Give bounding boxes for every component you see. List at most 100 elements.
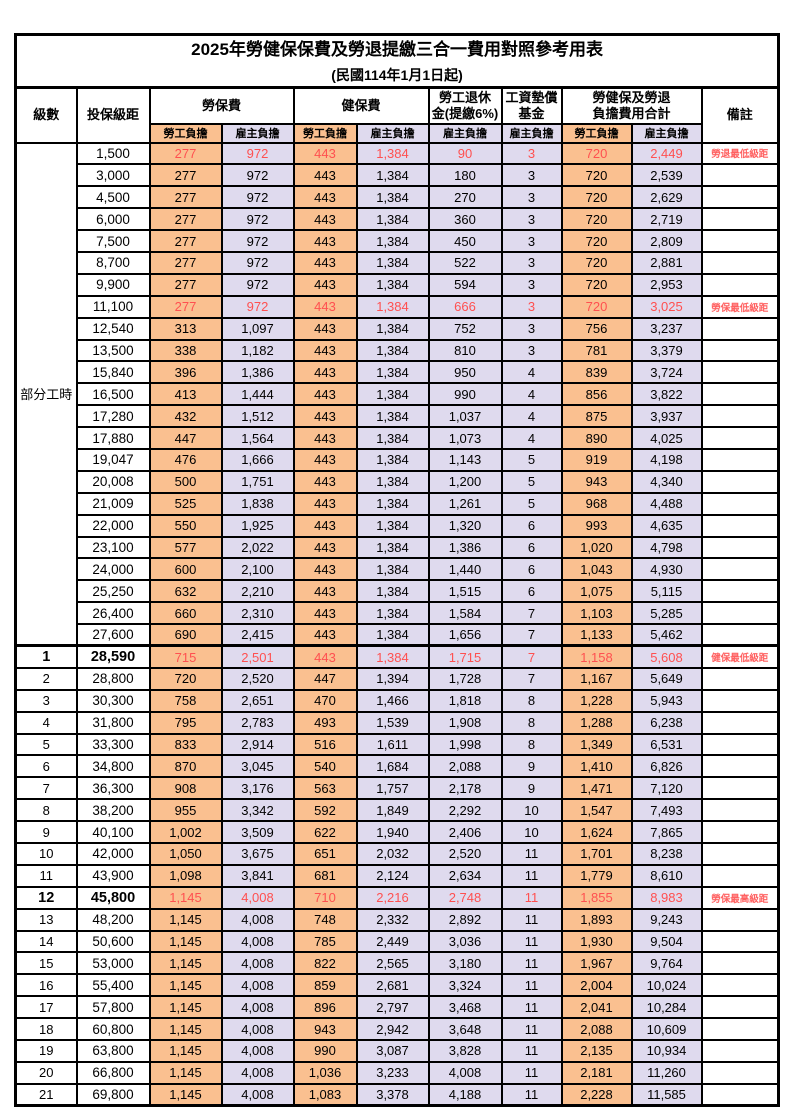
fee-cell: 2,914 [220,732,295,757]
fee-cell: 1,394 [355,666,430,691]
subheader-total-employer: 雇主負擔 [630,122,703,144]
fee-cell: 443 [292,360,358,385]
fee-cell: 4,008 [220,951,295,976]
fee-cell: 443 [292,404,358,429]
fee-cell: 890 [560,426,633,450]
fee-cell: 1,145 [148,907,223,932]
fee-cell: 1,073 [427,426,503,450]
fee-cell: 277 [148,250,223,275]
remark-cell [700,316,780,341]
remark-cell [700,250,780,275]
table-row: 14 50,600 1,145 4,008 785 2,449 3,036 11 1,930 9,… [14,929,780,954]
fee-cell: 632 [148,579,223,604]
fee-cell: 563 [292,776,358,801]
fee-cell: 360 [427,207,503,232]
fee-cell: 443 [292,491,358,516]
fee-cell: 2,953 [630,272,703,297]
fee-cell: 2,292 [427,798,503,823]
fee-cell: 9,504 [630,929,703,954]
fee-cell: 1,145 [148,973,223,998]
fee-cell: 525 [148,491,223,516]
bracket-cell: 19,047 [75,447,151,472]
bracket-cell: 50,600 [75,929,151,954]
fee-cell: 8 [500,710,563,735]
fee-cell: 8,238 [630,842,703,866]
fee-cell: 10,024 [630,973,703,998]
fee-cell: 4,008 [427,1060,503,1085]
bracket-cell: 25,250 [75,579,151,604]
fee-cell: 2,719 [630,207,703,232]
fee-cell: 277 [148,229,223,253]
fee-cell: 277 [148,163,223,188]
table-row: 12 45,800 1,145 4,008 710 2,216 2,748 11 1,855 8,… [14,885,780,910]
bracket-cell: 17,880 [75,426,151,450]
fee-cell: 5,608 [630,644,703,669]
bracket-cell: 45,800 [75,885,151,910]
fee-cell: 522 [427,250,503,275]
fee-cell: 600 [148,557,223,582]
fee-cell: 4,008 [220,929,295,954]
fee-cell: 1,145 [148,1017,223,1042]
fee-cell: 1,384 [355,185,430,210]
table-row: 6,000 277 972 443 1,384 360 3 720 2,719 [16,207,780,232]
fee-cell: 4,008 [220,973,295,998]
fee-cell: 1,715 [427,644,503,669]
remark-cell [700,842,780,866]
table-row: 24,000 600 2,100 443 1,384 1,440 6 1,043 4,930 [16,557,780,582]
fee-cell: 2,178 [427,776,503,801]
bracket-cell: 3,000 [75,163,151,188]
bracket-cell: 7,500 [75,229,151,253]
fee-cell: 1,384 [355,491,430,516]
fee-cell: 2,634 [427,863,503,888]
table-row: 16 55,400 1,145 4,008 859 2,681 3,324 11 2,004 10… [14,973,780,998]
level-cell: 12 [14,885,78,910]
level-cell: 18 [14,1017,78,1042]
fee-cell: 5 [500,491,563,516]
header-total: 勞健保及勞退 負擔費用合計 [560,86,703,125]
fee-cell: 2,210 [220,579,295,604]
fee-cell: 11 [500,1039,563,1063]
fee-cell: 748 [292,907,358,932]
fee-table: 2025年勞健保保費及勞退提繳三合一費用對照參考用表 (民國114年1月1日起)… [14,33,781,1108]
remark-cell [700,688,780,713]
fee-cell: 1,384 [355,338,430,363]
fee-cell: 3 [500,185,563,210]
subheader-health-employee: 勞工負擔 [292,122,358,144]
fee-cell: 1,728 [427,666,503,691]
fee-cell: 1,384 [355,207,430,232]
fee-cell: 1,998 [427,732,503,757]
fee-cell: 1,050 [148,842,223,866]
fee-cell: 6 [500,535,563,560]
bracket-cell: 38,200 [75,798,151,823]
fee-cell: 2,135 [560,1039,633,1063]
fee-cell: 476 [148,447,223,472]
level-cell: 6 [14,754,78,779]
level-cell: 15 [14,951,78,976]
bracket-cell: 63,800 [75,1039,151,1063]
fee-cell: 3,841 [220,863,295,888]
fee-cell: 3,724 [630,360,703,385]
bracket-cell: 20,008 [75,469,151,494]
remark-cell [700,272,780,297]
remark-cell [700,798,780,823]
fee-cell: 1,684 [355,754,430,779]
fee-cell: 1,228 [560,688,633,713]
fee-cell: 715 [148,644,223,669]
fee-cell: 720 [560,250,633,275]
fee-cell: 1,515 [427,579,503,604]
remark-cell [700,601,780,626]
fee-cell: 443 [292,207,358,232]
header-wage-fund: 工資墊償 基金 [500,86,563,125]
header-pension-line1: 勞工退休 [438,89,491,105]
fee-cell: 1,440 [427,557,503,582]
bracket-cell: 24,000 [75,557,151,582]
part-time-label: 部分工時 [14,141,78,647]
remark-cell [700,491,780,516]
fee-cell: 443 [292,557,358,582]
remark-cell [700,579,780,604]
fee-cell: 4,340 [630,469,703,494]
fee-cell: 2,797 [355,995,430,1020]
table-row: 7 36,300 908 3,176 563 1,757 2,178 9 1,471 7,120 [14,776,780,801]
fee-cell: 7 [500,644,563,669]
fee-cell: 720 [148,666,223,691]
